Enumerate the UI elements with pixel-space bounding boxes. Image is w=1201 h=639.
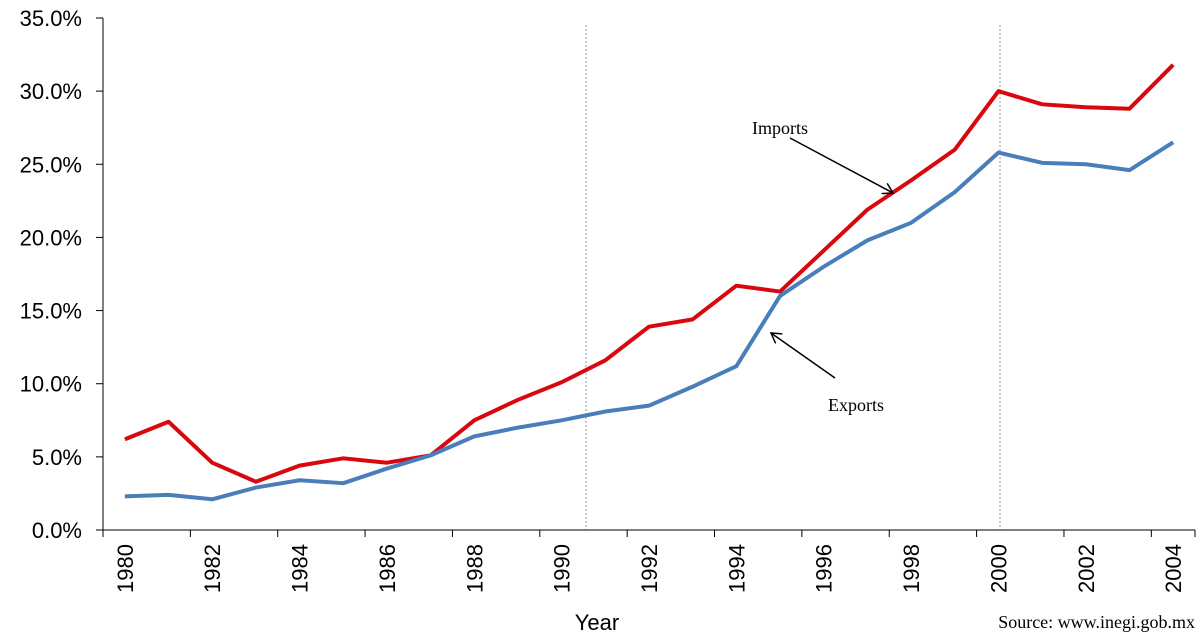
y-tick-label: 20.0%	[20, 225, 82, 250]
x-tick-label: 1992	[637, 544, 662, 593]
x-tick-label: 1994	[724, 544, 749, 593]
annotation-arrow	[771, 333, 836, 379]
y-tick-label: 15.0%	[20, 299, 82, 324]
x-tick-label: 1982	[200, 544, 225, 593]
x-tick-label: 1996	[812, 544, 837, 593]
x-tick-label: 2002	[1074, 544, 1099, 593]
x-tick-label: 2000	[986, 544, 1011, 593]
y-tick-label: 10.0%	[20, 372, 82, 397]
y-tick-label: 5.0%	[32, 445, 82, 470]
y-tick-label: 30.0%	[20, 79, 82, 104]
x-tick-label: 2004	[1161, 544, 1186, 593]
series-line	[124, 63, 1175, 484]
y-tick-label: 25.0%	[20, 152, 82, 177]
x-tick-label: 1988	[462, 544, 487, 593]
source-note: Source: www.inegi.gob.mx	[998, 612, 1195, 632]
x-tick-label: 1998	[899, 544, 924, 593]
x-tick-label: 1986	[375, 544, 400, 593]
annotation: Exports	[828, 395, 884, 415]
y-tick-label: 0.0%	[32, 518, 82, 543]
x-tick-label: 1990	[550, 544, 575, 593]
y-tick-label: 35.0%	[20, 6, 82, 31]
x-tick-label: 1980	[113, 544, 138, 593]
annotation-arrow	[789, 137, 893, 193]
annotation: Imports	[752, 118, 808, 138]
series-line	[124, 140, 1175, 502]
x-tick-label: 1984	[288, 544, 313, 593]
x-axis-title: Year	[575, 610, 619, 635]
